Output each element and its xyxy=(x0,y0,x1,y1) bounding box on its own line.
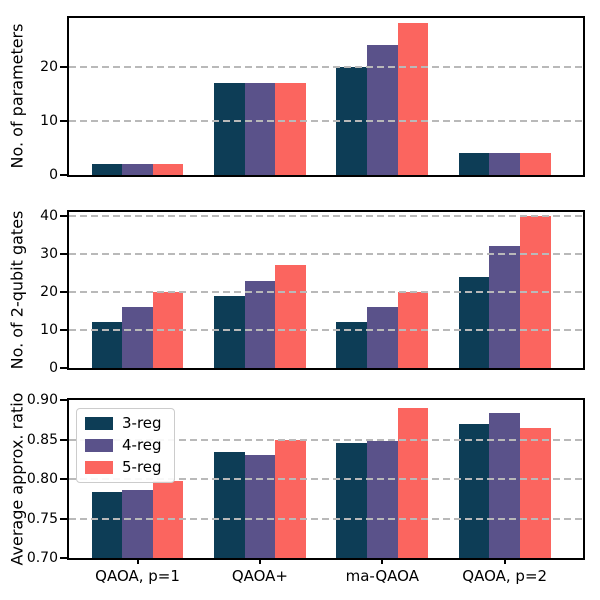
x-tick-label-3: QAOA, p=2 xyxy=(462,567,548,585)
bar-4-reg-cat0 xyxy=(122,490,153,558)
bar-3-reg-cat0 xyxy=(91,492,123,558)
bar-5-reg-cat0 xyxy=(152,481,184,558)
y-tick-label: 0.80 xyxy=(26,471,58,487)
y-tick-mark xyxy=(60,328,67,331)
y-tick-mark xyxy=(60,214,67,217)
gridline xyxy=(69,290,583,293)
y-tick-label: 0.85 xyxy=(26,431,58,448)
legend-swatch-5-reg xyxy=(85,461,113,474)
y-tick-label: 10 xyxy=(40,112,58,129)
plot-inner-1: 0 10 20 30 40 xyxy=(40,209,583,375)
bar-4-reg-cat1 xyxy=(244,82,276,175)
plot-inner-0: 0 10 20 xyxy=(40,18,583,182)
y-tick-label: 0.70 xyxy=(26,550,58,566)
bar-5-reg-cat1 xyxy=(275,82,306,175)
gridline xyxy=(69,438,583,441)
x-tick-label-1: QAOA+ xyxy=(231,567,288,585)
y-tick-label: 0 xyxy=(49,360,58,376)
gridline xyxy=(69,478,583,480)
y-tick-mark xyxy=(60,438,67,441)
bar-3-reg-cat1 xyxy=(214,452,245,558)
legend-label: 4-reg xyxy=(122,436,162,454)
y-tick-mark xyxy=(60,65,67,68)
x-tick-mark xyxy=(258,558,261,564)
y-tick-mark xyxy=(60,478,67,480)
y-tick-mark xyxy=(60,557,67,559)
bar-5-reg-cat0 xyxy=(152,164,184,175)
bar-5-reg-cat1 xyxy=(275,439,306,558)
plot-area-1: 0 10 20 30 40 xyxy=(40,209,585,375)
bar-5-reg-cat3 xyxy=(519,428,551,558)
bar-3-reg-cat1 xyxy=(214,82,245,175)
y-tick-label: 40 xyxy=(40,207,58,224)
legend-item-4-reg: 4-reg xyxy=(85,438,162,453)
legend-label: 3-reg xyxy=(122,414,162,432)
y-tick-mark xyxy=(60,367,67,369)
plot-area-2: 0.70 0.75 0.80 0.85 0.90 QAOA, p=1 QAOA+ ma-QAO… xyxy=(27,393,585,585)
y-axis-label-gates: No. of 2-qubit gates xyxy=(7,210,27,370)
x-tick-label-2: ma-QAOA xyxy=(345,567,419,585)
legend-swatch-4-reg xyxy=(85,439,113,452)
y-axis-label-parameters: No. of parameters xyxy=(7,23,27,169)
bar-4-reg-cat0 xyxy=(122,164,153,175)
y-tick-label: 10 xyxy=(40,321,58,338)
y-tick-mark xyxy=(60,252,67,255)
legend-item-3-reg: 3-reg xyxy=(85,416,162,431)
bar-3-reg-cat1 xyxy=(214,295,245,368)
gridline xyxy=(69,214,583,217)
x-tick-mark xyxy=(136,558,139,564)
y-axis-label-ratio: Average approx. ratio xyxy=(7,392,27,566)
legend-item-5-reg: 5-reg xyxy=(85,460,162,475)
bar-4-reg-cat3 xyxy=(489,412,520,558)
bar-4-reg-cat1 xyxy=(244,280,276,368)
bar-4-reg-cat2 xyxy=(366,45,398,175)
y-tick-label: 30 xyxy=(40,245,58,262)
bar-4-reg-cat3 xyxy=(489,153,520,175)
gridline xyxy=(69,328,583,331)
y-tick-mark xyxy=(60,174,67,176)
y-tick-mark xyxy=(60,399,67,401)
y-tick-label: 0.75 xyxy=(26,510,58,527)
bar-4-reg-cat2 xyxy=(366,441,398,558)
bar-4-reg-cat3 xyxy=(489,246,520,368)
gridline xyxy=(69,252,583,255)
gridline xyxy=(69,119,583,122)
bar-5-reg-cat1 xyxy=(275,265,306,368)
legend-label: 5-reg xyxy=(122,458,162,476)
plot-inner-2: 0.70 0.75 0.80 0.85 0.90 QAOA, p=1 QAOA+ ma-QAO… xyxy=(27,393,583,585)
y-tick-mark xyxy=(60,290,67,293)
bar-3-reg-cat0 xyxy=(91,164,123,175)
bar-4-reg-cat1 xyxy=(244,454,276,558)
bar-5-reg-cat2 xyxy=(397,407,429,558)
legend: 3-reg 4-reg 5-reg xyxy=(76,408,175,483)
y-tick-mark xyxy=(60,119,67,122)
bar-3-reg-cat2 xyxy=(336,443,367,558)
bar-5-reg-cat2 xyxy=(397,23,429,175)
plot-area-0: 0 10 20 xyxy=(40,16,585,182)
gridline xyxy=(69,65,583,68)
bar-3-reg-cat3 xyxy=(458,153,490,175)
y-tick-label: 20 xyxy=(40,283,58,300)
x-tick-mark xyxy=(503,558,506,564)
y-tick-label: 0 xyxy=(49,167,58,183)
x-tick-label-0: QAOA, p=1 xyxy=(95,567,180,585)
bar-4-reg-cat0 xyxy=(122,307,153,368)
y-tick-mark xyxy=(60,517,67,520)
bar-3-reg-cat3 xyxy=(458,423,490,558)
bar-5-reg-cat3 xyxy=(519,153,551,175)
bar-4-reg-cat2 xyxy=(366,307,398,368)
y-tick-label: 0.90 xyxy=(26,392,58,408)
y-tick-label: 20 xyxy=(40,58,58,75)
gridline xyxy=(69,517,583,520)
legend-swatch-3-reg xyxy=(85,417,113,430)
x-tick-mark xyxy=(381,558,384,564)
